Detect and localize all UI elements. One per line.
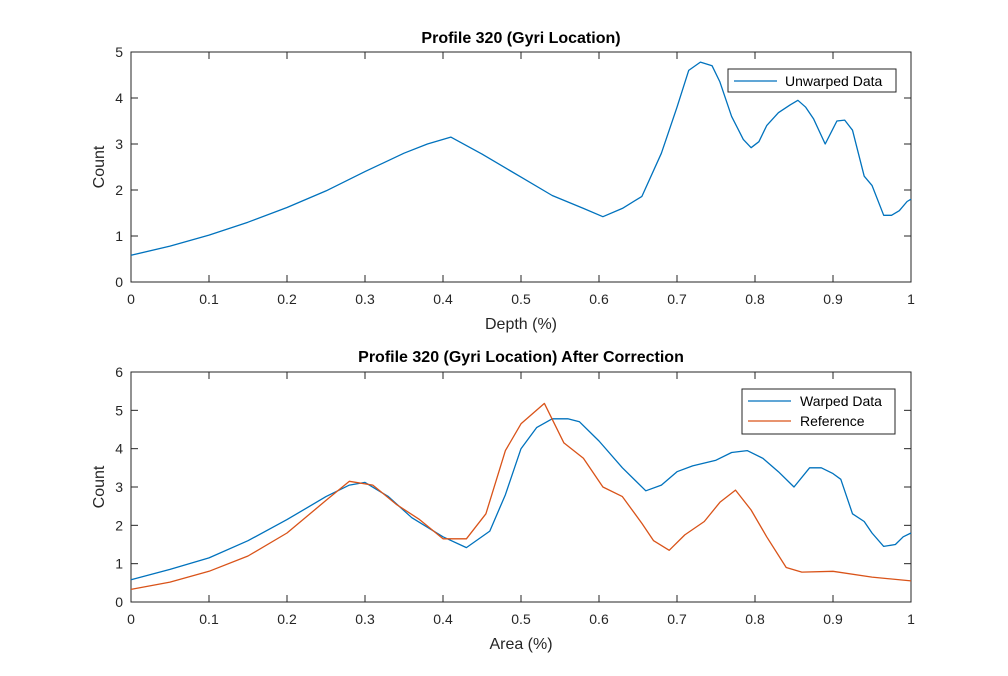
bottom-chart-title: Profile 320 (Gyri Location) After Correc… <box>358 349 684 366</box>
bottom-y-tick-label: 0 <box>115 594 123 610</box>
bottom-y-tick-label: 1 <box>115 556 123 572</box>
top-legend-box <box>727 68 897 93</box>
bottom-x-tick-label: 0 <box>127 611 135 627</box>
top-legend: Unwarped Data <box>727 68 897 93</box>
top-series <box>130 61 912 256</box>
top-x-tick-label: 0.1 <box>199 291 219 307</box>
top-x-tick-label: 0.6 <box>589 291 609 307</box>
top-y-tick-label: 4 <box>115 90 123 106</box>
top-y-tick-label: 2 <box>115 182 123 198</box>
top-y-axis-label: Count <box>91 145 108 188</box>
bottom-legend-box <box>741 388 896 435</box>
bottom-y-tick-label: 5 <box>115 402 123 418</box>
bottom-x-tick-label: 0.1 <box>199 611 219 627</box>
bottom-ticks: 0 0.1 0.2 0.3 0.4 0.5 0.6 0.7 0.8 0.9 1 0 1 2 3 4 5 6 <box>115 364 915 627</box>
bottom-x-tick-label: 0.4 <box>433 611 453 627</box>
bottom-legend-label-warped: Warped Data <box>800 393 882 409</box>
bottom-y-axis-label: Count <box>91 465 108 508</box>
top-x-tick-label: 1 <box>907 291 915 307</box>
bottom-x-tick-label: 0.8 <box>745 611 765 627</box>
bottom-series-line-reference <box>130 402 912 591</box>
bottom-y-tick-label: 2 <box>115 517 123 533</box>
top-x-tick-label: 0.4 <box>433 291 453 307</box>
bottom-x-tick-label: 0.9 <box>823 611 843 627</box>
top-x-tick-label: 0.2 <box>277 291 297 307</box>
top-legend-label-unwarped: Unwarped Data <box>785 73 882 89</box>
top-series-line-unwarped-data <box>130 61 912 256</box>
bottom-y-tick-label: 6 <box>115 364 123 380</box>
bottom-x-tick-label: 0.7 <box>667 611 687 627</box>
top-y-tick-label: 3 <box>115 136 123 152</box>
bottom-y-tick-label: 4 <box>115 441 123 457</box>
bottom-chart: Profile 320 (Gyri Location) After Correc… <box>91 349 915 653</box>
bottom-y-tick-label: 3 <box>115 479 123 495</box>
bottom-x-axis-label: Area (%) <box>489 636 552 653</box>
bottom-x-tick-label: 0.3 <box>355 611 375 627</box>
bottom-x-tick-label: 1 <box>907 611 915 627</box>
bottom-x-tick-label: 0.6 <box>589 611 609 627</box>
top-x-tick-label: 0.8 <box>745 291 765 307</box>
top-x-tick-label: 0 <box>127 291 135 307</box>
top-y-tick-label: 1 <box>115 228 123 244</box>
top-y-tick-label: 5 <box>115 44 123 60</box>
top-x-axis-label: Depth (%) <box>485 316 557 333</box>
bottom-legend: Warped Data Reference <box>741 388 896 435</box>
bottom-legend-label-reference: Reference <box>800 413 865 429</box>
top-chart: Profile 320 (Gyri Location) Depth (%) Co… <box>91 30 915 333</box>
bottom-x-tick-label: 0.5 <box>511 611 531 627</box>
bottom-series <box>130 402 912 591</box>
top-ticks: 0 0.1 0.2 0.3 0.4 0.5 0.6 0.7 0.8 0.9 1 0 1 2 3 4 5 <box>115 44 915 307</box>
top-x-tick-label: 0.7 <box>667 291 687 307</box>
top-x-tick-label: 0.5 <box>511 291 531 307</box>
bottom-x-tick-label: 0.2 <box>277 611 297 627</box>
top-y-tick-label: 0 <box>115 274 123 290</box>
top-chart-title: Profile 320 (Gyri Location) <box>421 30 620 47</box>
top-x-tick-label: 0.9 <box>823 291 843 307</box>
top-x-tick-label: 0.3 <box>355 291 375 307</box>
